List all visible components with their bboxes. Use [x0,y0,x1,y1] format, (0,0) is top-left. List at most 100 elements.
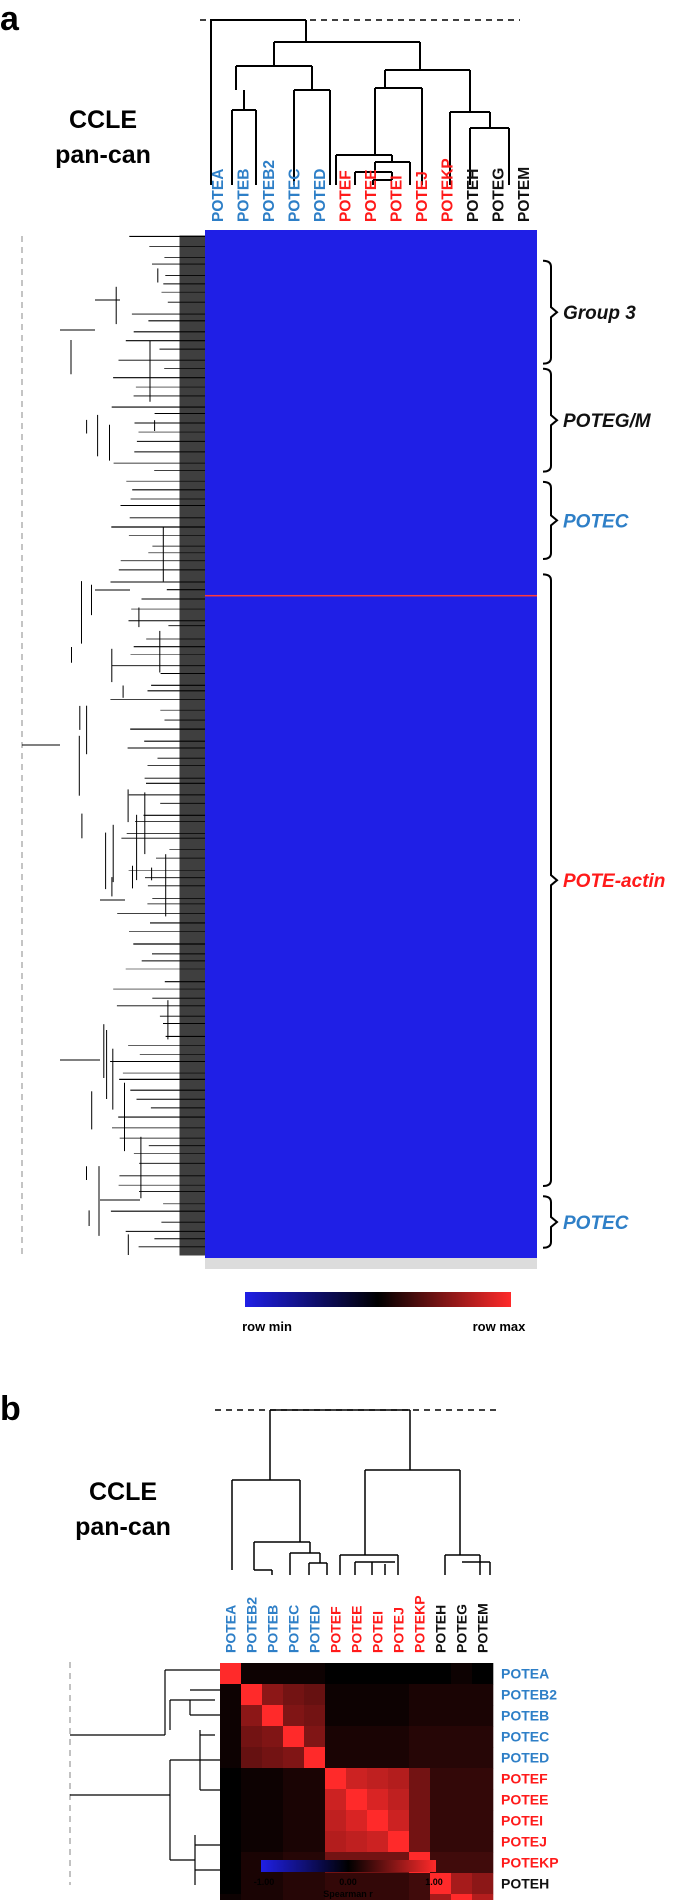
heatmap-b-cell [325,1789,347,1811]
heatmap-b-cell [472,1663,494,1685]
heatmap-b-cell [451,1789,473,1811]
dendro-b-row-branch [70,1670,166,1736]
column-label: POTEI [370,1611,386,1653]
heatmap-b-cell [472,1726,494,1748]
heatmap-b-cell [346,1789,368,1811]
column-label: POTEM [475,1603,491,1653]
heatmap-b-cell [451,1873,473,1895]
dendro-a-branch [293,66,331,185]
dendro-b-row-branch [70,1760,171,1860]
dendro-a-branch [375,70,422,89]
column-label: POTEC [286,169,303,222]
heatmap-b-cell [304,1831,326,1853]
heatmap-b-cell [430,1768,452,1790]
heatmap-b-cell [367,1726,389,1748]
row-label: POTEH [501,1876,549,1892]
heatmap-b-cell [262,1726,284,1748]
dendro-a-branch [354,155,411,185]
heatmap-b-cell [241,1810,263,1832]
panel-a-title-line2: pan-can [55,141,151,169]
heatmap-b-cell [388,1831,410,1853]
heatmap-b-cell [325,1810,347,1832]
cluster-bracket [542,480,559,560]
cluster-brackets-a: Group 3 POTEG/M POTEC POTE-actin POTEC [542,259,665,1249]
heatmap-b-cell [262,1705,284,1727]
heatmap-b-cell [409,1663,431,1685]
heatmap-b-cell [430,1705,452,1727]
heatmap-b-cell [325,1873,347,1895]
row-label: POTEB [501,1708,549,1724]
column-label: POTED [312,169,329,222]
heatmap-b-cell [241,1663,263,1685]
heatmap-b-cell [262,1789,284,1811]
row-label: POTEB2 [501,1687,557,1703]
heatmap-b-cell [451,1831,473,1853]
heatmap-b-cell [241,1705,263,1727]
heatmap-b-cell [220,1747,242,1769]
dendro-b-branch [253,1560,273,1575]
heatmap-b-cell [241,1789,263,1811]
heatmap-b-cell [388,1810,410,1832]
dendro-a-branch [210,19,306,185]
heatmap-b-cell [388,1705,410,1727]
column-label: POTEB [265,1605,281,1653]
row-label: POTEC [501,1729,549,1745]
heatmap-b-cell [451,1663,473,1685]
dendro-b-branch [289,1552,328,1575]
heatmap-b-cell [241,1894,263,1900]
heatmap-b-cell [430,1726,452,1748]
row-dendrogram-b [69,1662,220,1885]
heatmap-b-cell [262,1663,284,1685]
heatmap-b-cell [220,1852,242,1874]
heatmap-b-cell [451,1894,473,1900]
row-dendrogram-a [21,235,206,1256]
heatmap-b-cell [472,1810,494,1832]
column-label: POTEKP [412,1595,428,1653]
heatmap-b-cell [346,1705,368,1727]
heatmap-b-cell [304,1768,326,1790]
heatmap-b-cell [262,1873,284,1895]
column-label: POTEH [465,169,482,222]
heatmap-b-cell [220,1789,242,1811]
heatmap-b-cell [472,1894,494,1900]
heatmap-b-cell [304,1747,326,1769]
heatmap-b-cell [325,1768,347,1790]
panel-a-title-line1: CCLE [69,106,137,134]
heatmap-b-cell [346,1726,368,1748]
heatmap-b-cell [388,1768,410,1790]
heatmap-b-cell [430,1684,452,1706]
heatmap-b-cell [409,1894,431,1900]
cluster-bracket [542,1195,559,1249]
heatmap-b-cell [304,1663,326,1685]
heatmap-b-cell [472,1768,494,1790]
heatmap-a-background [205,230,537,1258]
heatmap-b-cell [472,1747,494,1769]
heatmap-b-cell [409,1810,431,1832]
heatmap-b-cell [325,1747,347,1769]
column-dendrogram-b [215,1409,500,1575]
heatmap-b-cell [325,1726,347,1748]
column-label: POTEG [454,1604,470,1653]
cluster-label: POTEC [563,1213,629,1234]
heatmap-b-cell [388,1894,410,1900]
heatmap-a-bottom-strip [205,1258,537,1269]
column-label: POTEB [235,169,252,222]
heatmap-b-cell [304,1726,326,1748]
heatmap-b-cell [367,1894,389,1900]
heatmap-b-cell [262,1768,284,1790]
heatmap-b-cell [367,1684,389,1706]
colorbar-b-tick-mid: 0.00 [339,1877,357,1887]
column-label: POTEB2 [244,1597,260,1653]
dendro-b-branch [364,1445,461,1555]
heatmap-b-cell [346,1894,368,1900]
heatmap-b-cell [325,1684,347,1706]
heatmap-b-cell [283,1726,305,1748]
cluster-label: POTE-actin [563,871,665,892]
heatmap-b-cell [367,1663,389,1685]
heatmap-a-highlight-row [205,594,537,597]
heatmap-b-cell [409,1873,431,1895]
heatmap-b-cell [283,1873,305,1895]
heatmap-b-cell [388,1873,410,1895]
column-label: POTEJ [391,1607,407,1653]
